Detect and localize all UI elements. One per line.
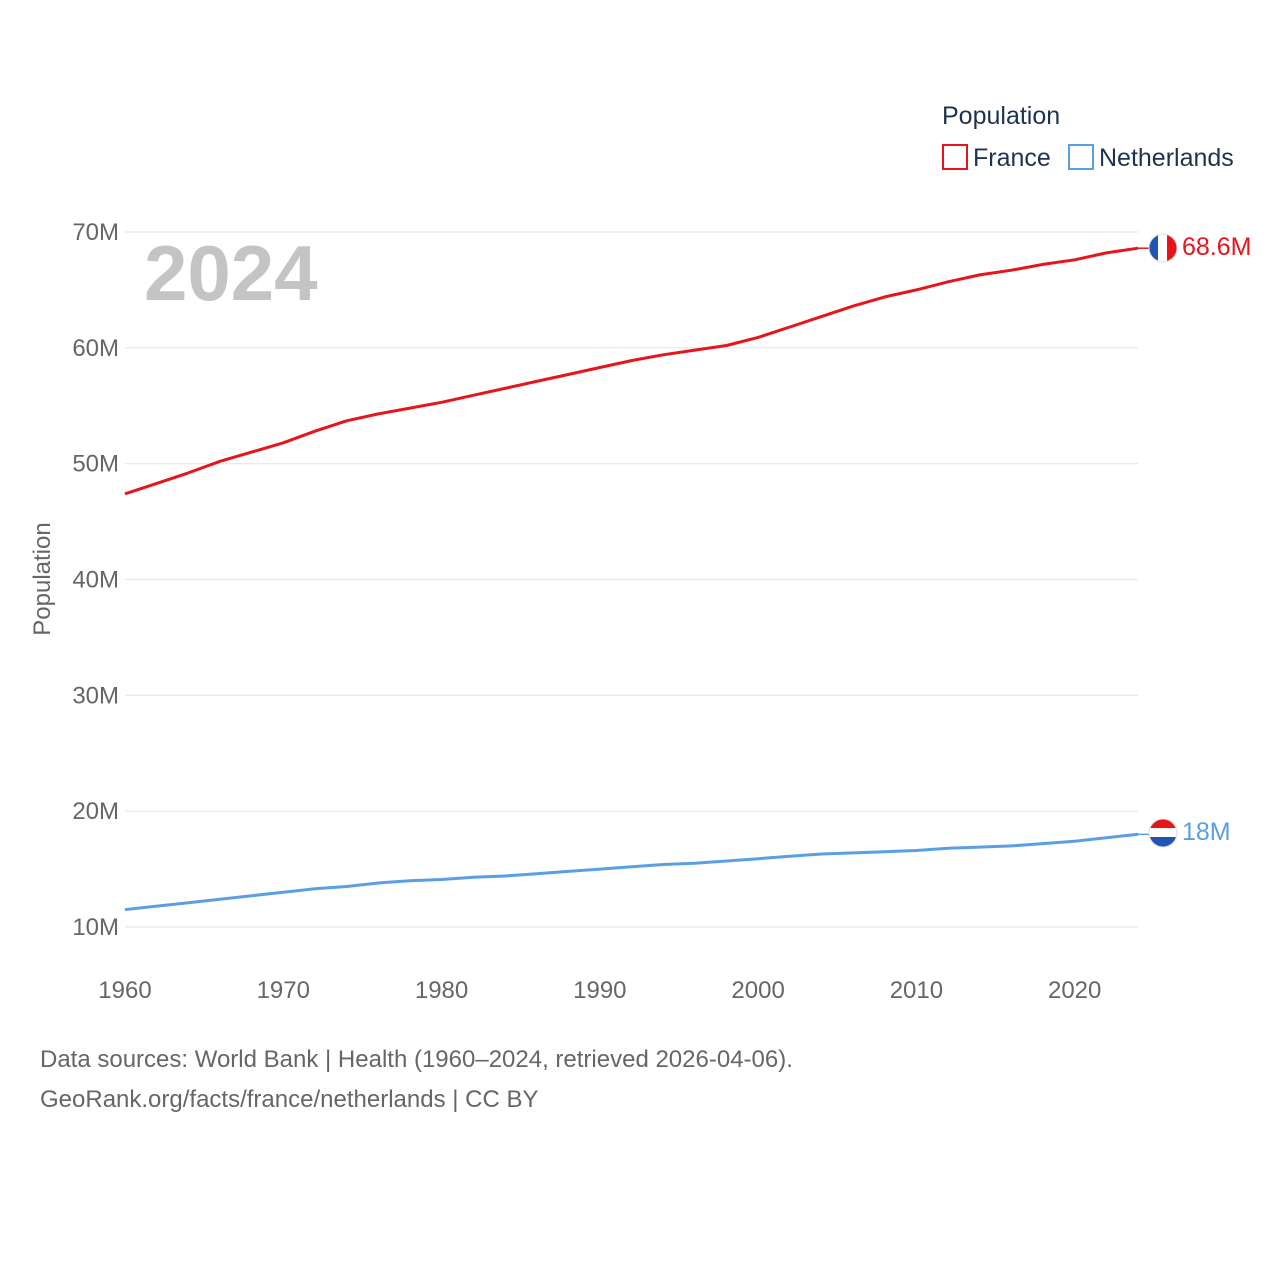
netherlands-flag-icon bbox=[1149, 819, 1177, 847]
y-axis-title: Population bbox=[29, 522, 56, 635]
y-tick-label: 30M bbox=[72, 682, 119, 709]
y-tick-label: 50M bbox=[72, 451, 119, 478]
x-tick-label: 2010 bbox=[890, 977, 943, 1004]
y-tick-label: 60M bbox=[72, 335, 119, 362]
france-flag-icon bbox=[1149, 234, 1177, 262]
series-line-netherlands[interactable] bbox=[124, 832, 1139, 912]
legend-label-netherlands[interactable]: Netherlands bbox=[1099, 144, 1234, 172]
year-label: 2024 bbox=[144, 229, 318, 317]
source-link[interactable]: GeoRank.org/facts/france/netherlands | C… bbox=[40, 1086, 539, 1113]
y-tick-label: 40M bbox=[72, 567, 119, 594]
x-tick-label: 1960 bbox=[98, 977, 151, 1004]
france-flag-ring bbox=[1148, 233, 1178, 263]
series-lines bbox=[124, 246, 1149, 912]
netherlands-flag-ring bbox=[1148, 818, 1178, 848]
legend-swatch-netherlands[interactable] bbox=[1068, 144, 1094, 170]
legend: Population France Netherlands bbox=[942, 102, 1234, 172]
x-tick-label: 1980 bbox=[415, 977, 468, 1004]
y-axis-ticks: 10M 20M 30M 40M 50M 60M 70M bbox=[72, 219, 119, 941]
x-tick-label: 1990 bbox=[573, 977, 626, 1004]
x-tick-label: 2000 bbox=[731, 977, 784, 1004]
y-tick-label: 10M bbox=[72, 914, 119, 941]
netherlands-end-label: 18M bbox=[1182, 818, 1231, 846]
y-tick-label: 20M bbox=[72, 798, 119, 825]
france-end-label: 68.6M bbox=[1182, 233, 1251, 261]
data-source-note: Data sources: World Bank | Health (1960–… bbox=[40, 1046, 793, 1073]
legend-title: Population bbox=[942, 102, 1060, 130]
footer: Data sources: World Bank | Health (1960–… bbox=[40, 1040, 793, 1120]
x-axis-ticks: 1960 1970 1980 1990 2000 2010 2020 bbox=[98, 977, 1101, 1004]
legend-swatch-france[interactable] bbox=[942, 144, 968, 170]
series-line-france[interactable] bbox=[124, 246, 1139, 496]
legend-label-france[interactable]: France bbox=[973, 144, 1051, 172]
gridlines bbox=[125, 231, 1138, 928]
x-tick-label: 2020 bbox=[1048, 977, 1101, 1004]
y-tick-label: 70M bbox=[72, 219, 119, 246]
x-tick-label: 1970 bbox=[257, 977, 310, 1004]
